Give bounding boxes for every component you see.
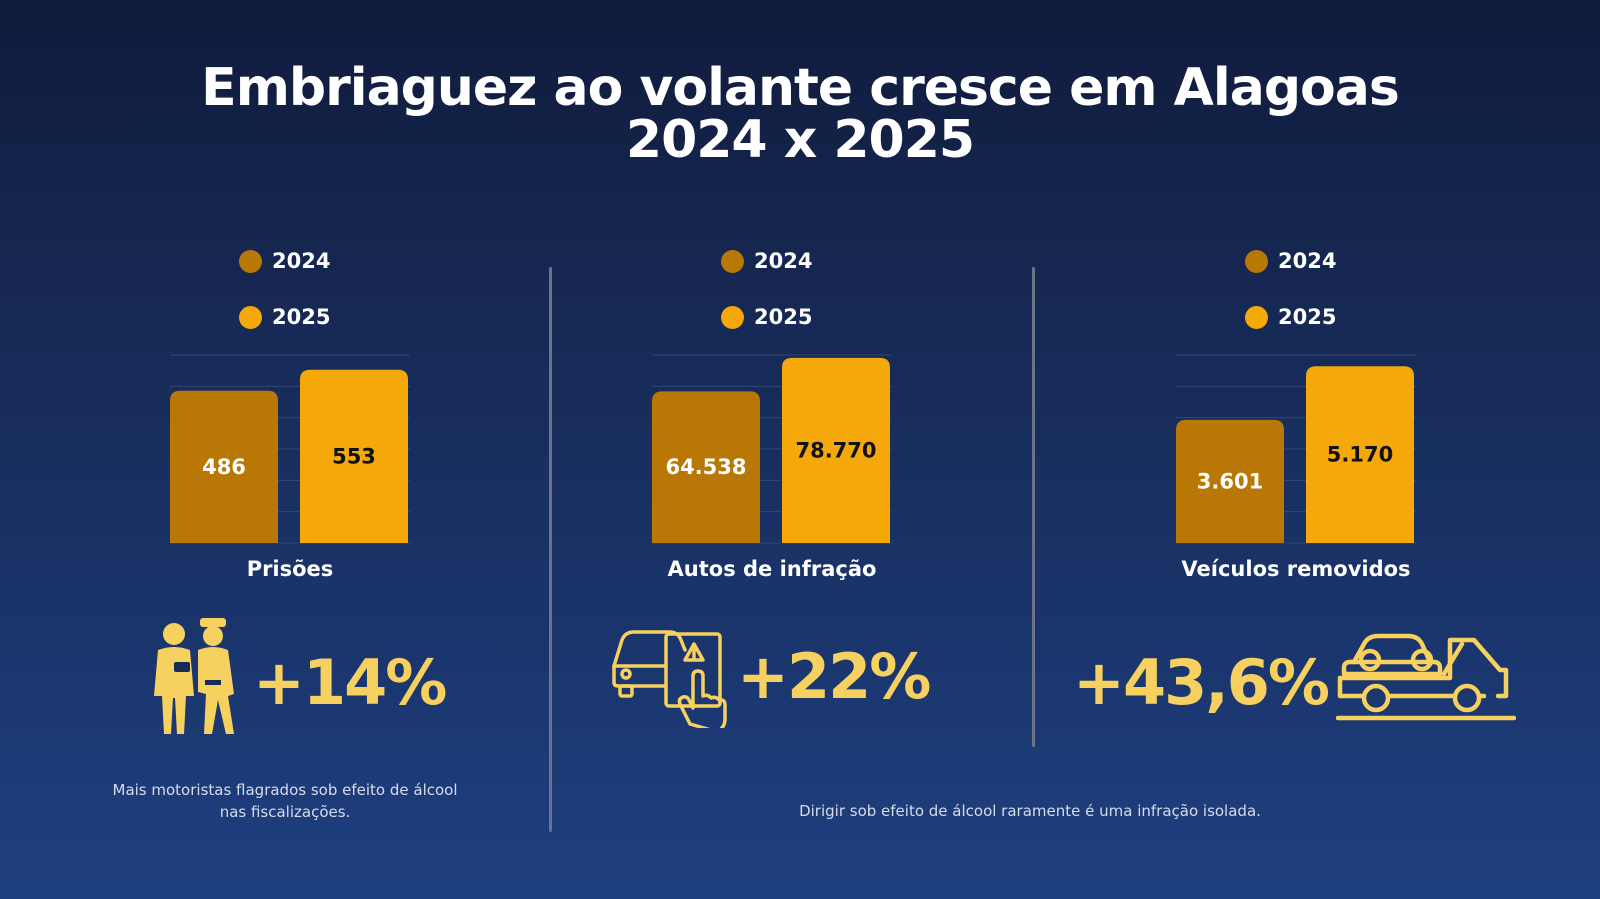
bar-value-label-2025: 5.170	[1327, 443, 1393, 467]
divider-right	[1032, 267, 1035, 747]
bar-2024	[170, 390, 278, 543]
legend-2025: 2025	[721, 305, 812, 329]
bar-2025	[300, 369, 408, 543]
legend-2025: 2025	[239, 305, 330, 329]
change-percent-prisoes: +14%	[253, 646, 447, 719]
divider-left	[549, 267, 552, 832]
legend-label-2024: 2024	[1278, 249, 1337, 273]
change-percent-veiculos: +43,6%	[1073, 646, 1330, 719]
title-line-2: 2024 x 2025	[625, 110, 975, 170]
bar-value-label-2024: 3.601	[1197, 469, 1263, 493]
note-right: Dirigir sob efeito de álcool raramente é…	[799, 802, 1261, 820]
car-ticket-icon	[612, 630, 727, 728]
bar-2025	[782, 357, 890, 543]
legend-2024: 2024	[1245, 249, 1336, 273]
legend-2025: 2025	[1245, 305, 1336, 329]
legend-dot-2025	[721, 305, 744, 329]
legend-dot-2024	[239, 249, 262, 273]
bar-chart-autos: 64.538 78.770	[652, 354, 892, 544]
police-arrest-icon	[154, 618, 234, 734]
category-label-prisoes: Prisões	[246, 557, 334, 581]
title-line-1: Embriaguez ao volante cresce em Alagoas	[201, 58, 1400, 118]
legend-label-2024: 2024	[272, 249, 331, 273]
bar-2024	[652, 391, 760, 543]
page-title: Embriaguez ao volante cresce em Alagoas …	[0, 62, 1600, 166]
legend-dot-2025	[1245, 305, 1268, 329]
bar-2024	[1176, 419, 1284, 543]
bar-chart-veiculos: 3.601 5.170	[1176, 354, 1416, 544]
bar-chart-prisoes: 486 553	[170, 354, 410, 544]
category-label-autos: Autos de infração	[667, 557, 877, 581]
tow-truck-icon	[1336, 633, 1516, 721]
legend-label-2024: 2024	[754, 249, 813, 273]
bar-value-label-2025: 78.770	[795, 438, 876, 462]
bar-value-label-2025: 553	[332, 444, 376, 468]
legend-dot-2024	[721, 249, 744, 273]
bar-value-label-2024: 486	[202, 455, 246, 479]
legend-2024: 2024	[721, 249, 812, 273]
legend-label-2025: 2025	[272, 305, 331, 329]
change-percent-autos: +22%	[737, 640, 931, 713]
category-label-veiculos: Veículos removidos	[1181, 557, 1411, 581]
note-left: Mais motoristas flagrados sob efeito de …	[112, 781, 458, 821]
bar-2025	[1306, 366, 1414, 543]
legend-dot-2025	[239, 305, 262, 329]
legend-dot-2024	[1245, 249, 1268, 273]
legend-label-2025: 2025	[754, 305, 813, 329]
legend-2024: 2024	[239, 249, 330, 273]
bar-value-label-2024: 64.538	[665, 455, 746, 479]
legend-label-2025: 2025	[1278, 305, 1337, 329]
